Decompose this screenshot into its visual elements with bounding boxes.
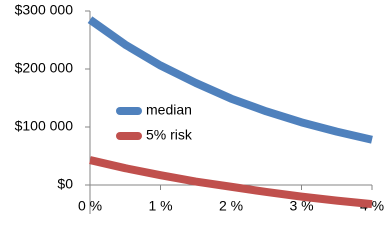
series-line [89, 156, 373, 209]
x-tick-label: 3 % [289, 198, 313, 214]
x-tick-label: 2 % [219, 198, 243, 214]
series-line [87, 16, 373, 144]
y-tick-label: $200 000 [15, 60, 74, 76]
y-tick-label: $100 000 [15, 118, 74, 134]
legend-label: 5% risk [146, 127, 193, 143]
y-tick-label: $0 [57, 176, 73, 192]
y-tick-label: $300 000 [15, 2, 74, 18]
legend-label: median [146, 102, 192, 118]
x-tick-label: 0 % [78, 198, 102, 214]
x-tick-label: 1 % [148, 198, 172, 214]
